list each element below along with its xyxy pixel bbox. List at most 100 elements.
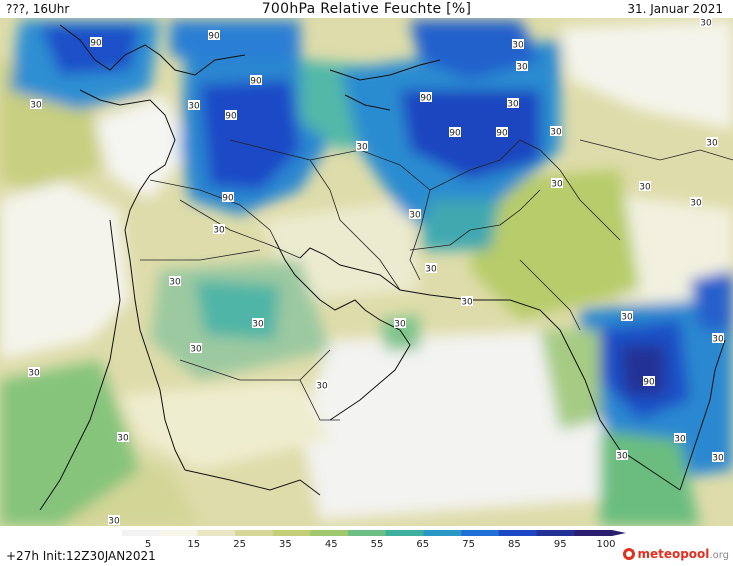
colorbar-swatch — [235, 530, 274, 536]
contour-label-text: 30 — [409, 211, 421, 221]
political-borders — [140, 139, 733, 421]
contour-label-text: 30 — [512, 41, 524, 51]
contour-label-text: 30 — [621, 313, 633, 323]
contour-label: 30 — [409, 209, 421, 221]
contour-label-text: 90 — [208, 32, 220, 42]
contour-label-text: 90 — [90, 39, 102, 49]
contour-label-text: 90 — [496, 129, 508, 139]
contour-label-text: 90 — [449, 129, 461, 139]
valid-date: 31. Januar 2021 — [627, 2, 723, 16]
colorbar-tick-label: 65 — [416, 539, 429, 548]
contour-label-text: 30 — [712, 454, 724, 464]
contour-label: 90 — [225, 110, 237, 122]
contour-label: 90 — [222, 192, 234, 204]
contour-label-text: 30 — [108, 517, 120, 527]
contour-label-text: 30 — [117, 434, 129, 444]
contour-label: 30 — [621, 311, 633, 323]
colorbar-swatch — [423, 530, 462, 536]
contour-label: 90 — [90, 37, 102, 49]
contour-label-text: 30 — [461, 298, 473, 308]
contour-label: 30 — [712, 452, 724, 464]
contour-label-text: 30 — [425, 265, 437, 275]
colorbar-swatch — [461, 530, 500, 536]
contour-label-text: 30 — [188, 102, 200, 112]
colorbar-arrow — [612, 530, 626, 536]
contour-label: 30 — [674, 433, 686, 445]
contour-label: 90 — [643, 376, 655, 388]
contour-label: 90 — [496, 127, 508, 139]
contour-label: 90 — [250, 75, 262, 87]
colorbar-ticks: 5 15 25 35 45 55 65 75 85 95 100 — [145, 539, 616, 548]
contour-label: 30 — [690, 197, 702, 209]
contour-label-text: 30 — [639, 183, 651, 193]
contour-label-text: 30 — [700, 19, 712, 29]
colorbar-swatch — [536, 530, 575, 536]
contour-label: 30 — [356, 141, 368, 153]
colorbar-tick-label: 15 — [187, 539, 200, 548]
contour-label-text: 90 — [420, 94, 432, 104]
contour-label: 30 — [213, 224, 225, 236]
colorbar-tick-label: 35 — [279, 539, 292, 548]
colorbar-tick-label: 75 — [462, 539, 475, 548]
coastlines — [39, 24, 726, 511]
contour-label-text: 30 — [690, 199, 702, 209]
colorbar-swatch — [272, 530, 311, 536]
contour-label-text: 30 — [550, 128, 562, 138]
contour-label-text: 30 — [356, 143, 368, 153]
contour-label-text: 30 — [252, 320, 264, 330]
brand-name: meteopool — [637, 547, 710, 561]
brand-tld: .org — [709, 550, 729, 561]
contour-label: 30 — [461, 296, 473, 308]
contour-label: 30 — [700, 18, 712, 29]
contour-label: 30 — [30, 99, 42, 111]
contour-label: 30 — [316, 380, 328, 392]
contour-label: 30 — [425, 263, 437, 275]
contour-label: 30 — [512, 39, 524, 51]
contour-label: 30 — [712, 333, 724, 345]
contour-label-text: 30 — [516, 63, 528, 73]
contour-label: 90 — [208, 30, 220, 42]
contour-label-text: 30 — [551, 180, 563, 190]
brand-icon — [623, 548, 636, 560]
contour-label-text: 90 — [225, 112, 237, 122]
colorbar-tick-label: 55 — [371, 539, 384, 548]
colorbar-swatch — [159, 530, 198, 536]
run-info: +27h Init:12Z30JAN2021 — [6, 549, 156, 563]
contour-label: 30 — [551, 178, 563, 190]
contour-label: 30 — [616, 450, 628, 462]
contour-label-text: 90 — [250, 77, 262, 87]
colorbar-tick-label: 5 — [145, 539, 151, 548]
contour-label-text: 90 — [222, 194, 234, 204]
contour-labels: 90 90 30 30 30 90 90 90 90 90 30 30 30 30 30 30 90 30 30 30… — [28, 18, 724, 526]
contour-label-text: 90 — [643, 378, 655, 388]
contour-label-text: 30 — [190, 345, 202, 355]
humidity-map: 90 90 30 30 30 90 90 90 90 90 30 30 30 30 30 30 90 30 30 30… — [0, 18, 733, 526]
contour-label: 30 — [507, 98, 519, 110]
colorbar-swatch — [197, 530, 236, 536]
colorbar-swatches — [122, 530, 626, 536]
contour-label-text: 30 — [28, 369, 40, 379]
contour-label-text: 30 — [674, 435, 686, 445]
contour-label: 30 — [394, 318, 406, 330]
contour-label-text: 30 — [712, 335, 724, 345]
contour-label-text: 30 — [30, 101, 42, 111]
contour-label: 90 — [420, 92, 432, 104]
contour-label: 30 — [108, 515, 120, 526]
contour-label: 30 — [516, 61, 528, 73]
colorbar-swatch — [498, 530, 538, 536]
contour-label: 30 — [188, 100, 200, 112]
colorbar-tick-label: 45 — [325, 539, 338, 548]
contour-label-text: 30 — [507, 100, 519, 110]
contour-label: 30 — [550, 126, 562, 138]
contour-label: 30 — [169, 276, 181, 288]
colorbar-tick-label: 100 — [596, 539, 615, 548]
colorbar-swatch — [310, 530, 349, 536]
contour-label-text: 30 — [706, 139, 718, 149]
brand-logo[interactable]: meteopool.org — [623, 547, 729, 561]
contour-label-text: 30 — [213, 226, 225, 236]
contour-label: 30 — [190, 343, 202, 355]
colorbar-swatch — [385, 530, 425, 536]
contour-label: 30 — [639, 181, 651, 193]
header-left-label: ???, 16Uhr — [6, 2, 70, 16]
colorbar-tick-label: 95 — [554, 539, 567, 548]
